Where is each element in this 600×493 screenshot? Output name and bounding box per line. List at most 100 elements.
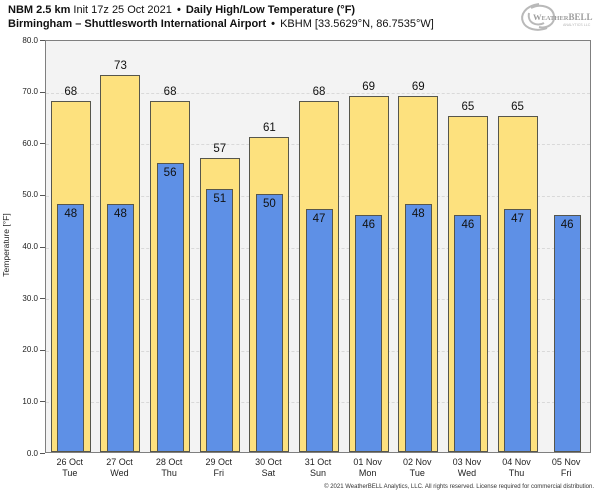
x-tick-day: Thu: [508, 468, 525, 478]
y-tick-mark: [40, 246, 45, 248]
x-tick-date: 30 Oct: [255, 457, 282, 467]
y-tick-mark: [40, 91, 45, 93]
x-tick-label: 02 Nov Tue: [389, 457, 445, 479]
x-tick-day: Mon: [358, 468, 377, 478]
low-temp-value: 46: [560, 218, 574, 231]
svg-text:WEATHERBELL: WEATHERBELL: [533, 12, 592, 22]
x-tick-date: 28 Oct: [155, 457, 183, 467]
low-temp-bar: [305, 209, 333, 452]
x-tick-label: 31 Oct Sun: [290, 457, 346, 479]
copyright-text: © 2021 WeatherBELL Analytics, LLC. All r…: [324, 484, 594, 490]
x-tick-date: 05 Nov: [551, 457, 581, 467]
subtitle-line: Birmingham – Shuttlesworth International…: [8, 17, 434, 31]
x-tick-date: 29 Oct: [205, 457, 232, 467]
x-tick-day: Sat: [261, 468, 276, 478]
high-temp-value: 61: [262, 122, 276, 135]
low-temp-bar: [404, 204, 432, 452]
low-temp-bar: [553, 214, 581, 452]
x-tick-label: 05 Nov Fri: [538, 457, 594, 479]
x-tick-label: 01 Nov Mon: [340, 457, 396, 479]
high-temp-value: 68: [163, 85, 177, 98]
high-temp-value: 69: [411, 80, 425, 93]
y-tick-mark: [40, 453, 45, 454]
low-temp-bar: [57, 204, 85, 452]
title-line: NBM 2.5 km Init 17z 25 Oct 2021 • Daily …: [8, 3, 434, 17]
y-tick-mark: [40, 143, 45, 145]
product-name: Daily High/Low Temperature (°F): [185, 4, 356, 16]
y-tick-label: 50.0: [22, 190, 38, 200]
low-temp-value: 47: [312, 213, 326, 226]
high-temp-value: 57: [213, 142, 227, 155]
y-tick-label: 30.0: [22, 293, 38, 303]
plot-area: 68 48 73 48 68 56 57 51 61 50 68 47 69 46 69 48 65 46 65 47…: [45, 40, 591, 453]
x-tick-day: Tue: [409, 468, 425, 478]
separator: •: [176, 4, 181, 16]
x-tick-day: Tue: [62, 468, 78, 478]
low-temp-value: 51: [213, 192, 227, 205]
weatherbell-logo: WEATHERBELL ANALYTICS LLC: [517, 1, 595, 33]
x-tick-day: Wed: [457, 468, 477, 478]
high-temp-value: 65: [461, 101, 475, 114]
low-temp-value: 48: [411, 208, 425, 221]
high-temp-value: 68: [64, 85, 78, 98]
x-tick-day: Wed: [110, 468, 129, 478]
y-tick-mark: [40, 40, 45, 41]
high-temp-value: 73: [114, 60, 127, 73]
x-tick-label: 28 Oct Thu: [141, 457, 197, 479]
y-tick-label: 40.0: [22, 242, 38, 251]
low-temp-value: 47: [511, 213, 524, 226]
low-temp-bar: [206, 188, 234, 452]
x-tick-label: 27 Oct Wed: [91, 457, 147, 479]
gridline: [46, 92, 590, 94]
low-temp-bar: [454, 214, 482, 452]
x-tick-label: 04 Nov Thu: [489, 457, 545, 479]
low-temp-value: 46: [461, 218, 475, 231]
chart-header: NBM 2.5 km Init 17z 25 Oct 2021 • Daily …: [8, 3, 434, 31]
y-tick-label: 20.0: [22, 345, 38, 355]
model-name: NBM 2.5 km: [8, 4, 71, 16]
x-tick-label: 30 Oct Sat: [240, 457, 296, 479]
svg-text:ANALYTICS LLC: ANALYTICS LLC: [563, 23, 591, 27]
x-tick-label: 29 Oct Fri: [191, 457, 247, 479]
hurricane-swirl-icon: WEATHERBELL ANALYTICS LLC: [521, 3, 592, 31]
y-tick-mark: [40, 298, 45, 300]
low-temp-bar: [156, 162, 184, 452]
x-tick-label: 26 Oct Tue: [42, 457, 98, 479]
x-tick-day: Fri: [213, 468, 224, 478]
x-tick-date: 04 Nov: [502, 457, 531, 467]
x-tick-date: 27 Oct: [106, 457, 133, 467]
y-tick-mark: [40, 401, 45, 403]
y-tick-label: 0.0: [26, 448, 38, 458]
x-tick-day: Thu: [161, 468, 177, 478]
high-temp-value: 65: [511, 101, 524, 114]
low-temp-value: 48: [114, 208, 127, 221]
high-temp-value: 68: [312, 85, 326, 98]
low-temp-value: 48: [64, 208, 78, 221]
high-temp-value: 69: [362, 80, 376, 93]
low-temp-value: 46: [362, 218, 376, 231]
low-temp-value: 56: [163, 166, 177, 179]
y-tick-mark: [40, 349, 45, 351]
station-coords: KBHM [33.5629°N, 86.7535°W]: [280, 18, 434, 30]
y-tick-mark: [40, 194, 45, 196]
y-tick-label: 10.0: [22, 396, 38, 406]
x-tick-date: 03 Nov: [452, 457, 482, 467]
low-temp-bar: [355, 214, 383, 452]
x-tick-label: 03 Nov Wed: [439, 457, 495, 479]
x-tick-day: Fri: [560, 468, 572, 478]
low-temp-value: 50: [262, 197, 276, 210]
y-tick-label: 70.0: [22, 87, 38, 97]
x-tick-day: Sun: [309, 468, 326, 478]
init-time: Init 17z 25 Oct 2021: [73, 4, 172, 16]
separator: •: [271, 18, 276, 30]
y-tick-label: 60.0: [22, 138, 38, 148]
location-name: Birmingham – Shuttlesworth International…: [8, 18, 267, 30]
x-tick-date: 02 Nov: [403, 457, 432, 467]
x-tick-date: 26 Oct: [56, 457, 84, 467]
low-temp-bar: [504, 209, 532, 452]
x-tick-date: 31 Oct: [304, 457, 332, 467]
x-tick-date: 01 Nov: [353, 457, 382, 467]
low-temp-bar: [106, 204, 134, 452]
low-temp-bar: [255, 193, 283, 452]
